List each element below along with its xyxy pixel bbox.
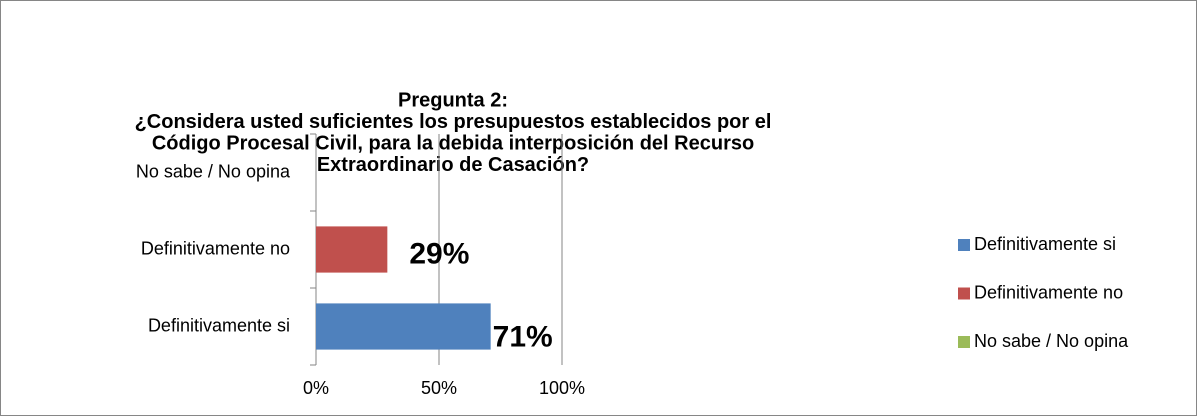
data-label: 29% <box>409 237 469 270</box>
x-tick-label: 0% <box>303 378 329 398</box>
legend-label: No sabe / No opina <box>974 331 1129 351</box>
legend-swatch <box>958 336 970 348</box>
x-tick-label: 50% <box>421 378 457 398</box>
chart-title: Código Procesal Civil, para la debida in… <box>152 132 754 154</box>
y-tick-label: Definitivamente no <box>141 238 290 258</box>
bar <box>316 303 491 350</box>
chart-title: Pregunta 2: <box>398 89 508 111</box>
chart-title: Extraordinario de Casación? <box>317 154 589 176</box>
legend-label: Definitivamente no <box>974 282 1123 302</box>
x-tick-label: 100% <box>539 378 585 398</box>
chart-title: ¿Considera usted suficientes los presupu… <box>135 111 772 133</box>
data-label: 71% <box>493 320 553 353</box>
y-tick-label: Definitivamente si <box>148 315 290 335</box>
bar <box>316 226 388 273</box>
legend-swatch <box>958 239 970 251</box>
y-tick-label: No sabe / No opina <box>136 161 291 181</box>
legend-label: Definitivamente si <box>974 234 1116 254</box>
legend-swatch <box>958 287 970 300</box>
